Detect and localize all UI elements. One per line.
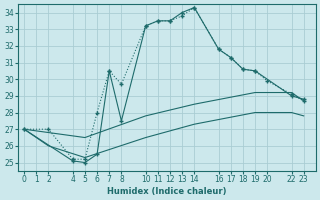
X-axis label: Humidex (Indice chaleur): Humidex (Indice chaleur) (107, 187, 227, 196)
